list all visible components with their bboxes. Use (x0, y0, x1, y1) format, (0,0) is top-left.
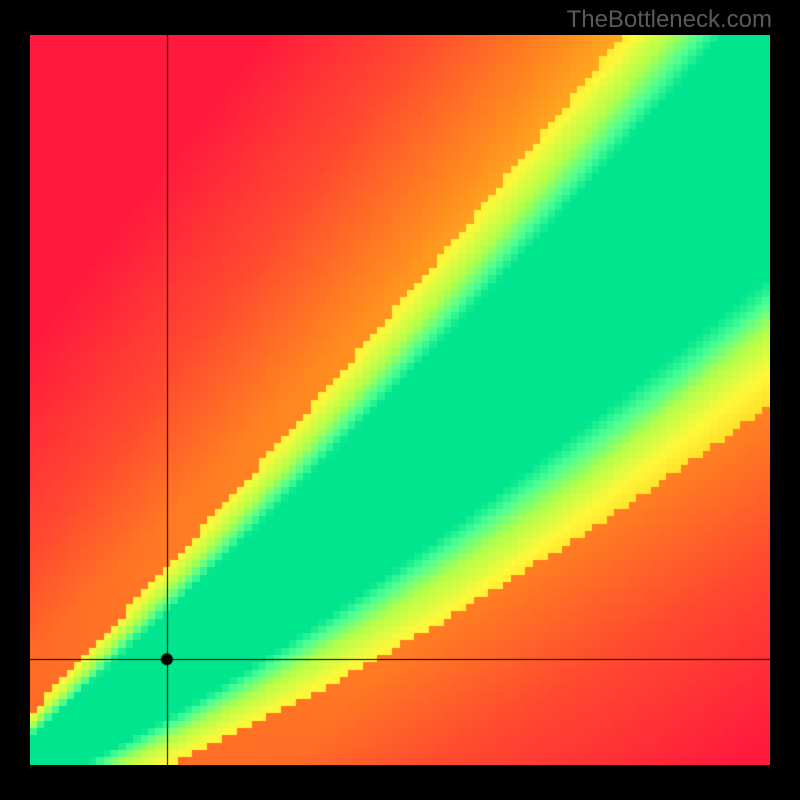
chart-container: TheBottleneck.com (0, 0, 800, 800)
crosshair-overlay (30, 35, 770, 765)
watermark-text: TheBottleneck.com (567, 6, 772, 34)
